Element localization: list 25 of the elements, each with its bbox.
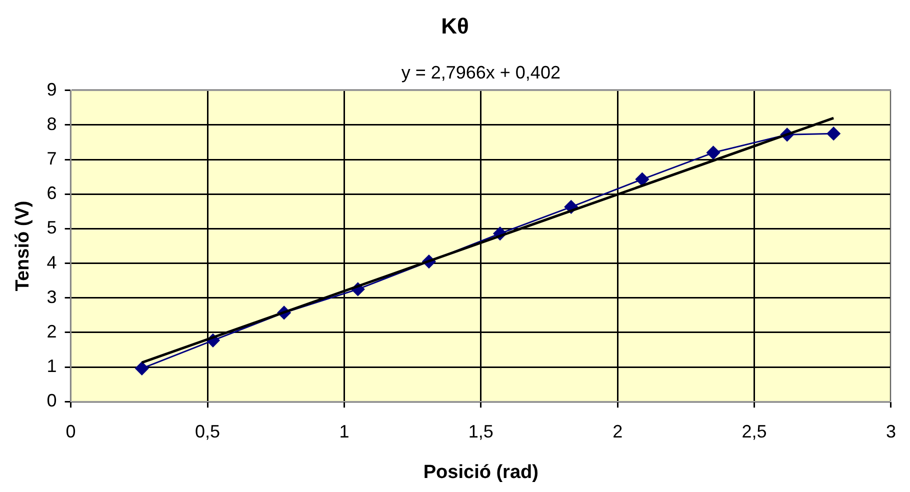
x-tick-label: 0 xyxy=(66,421,76,442)
x-tick-label: 2 xyxy=(612,421,623,442)
point xyxy=(635,172,649,186)
x-tick-label: 3 xyxy=(886,421,896,442)
y-axis-title: Tensió (V) xyxy=(12,200,34,292)
y-tick-label: 7 xyxy=(46,148,57,169)
y-tick-label: 2 xyxy=(46,321,57,342)
y-tick-label: 9 xyxy=(46,79,57,100)
point xyxy=(706,146,720,160)
y-tick-label: 0 xyxy=(46,390,57,411)
point xyxy=(135,362,149,376)
y-tick-label: 5 xyxy=(46,218,57,238)
text: y = 2,7966x + 0,402 xyxy=(401,62,560,82)
y-tick-label: 8 xyxy=(46,114,57,134)
x-tick-label: 0,5 xyxy=(194,421,220,442)
y-tick-label: 6 xyxy=(46,183,57,204)
y-tick-label: 1 xyxy=(46,356,57,376)
point xyxy=(826,126,840,140)
x-tick-label: 1,5 xyxy=(468,421,494,442)
x-axis-title: Posició (rad) xyxy=(423,462,538,483)
y-tick-label: 3 xyxy=(46,286,57,307)
y-tick-label: 4 xyxy=(46,252,57,272)
x-tick-label: 2,5 xyxy=(742,421,767,442)
x-tick-label: 1 xyxy=(339,421,350,442)
chart-title: Kθ xyxy=(441,13,469,38)
